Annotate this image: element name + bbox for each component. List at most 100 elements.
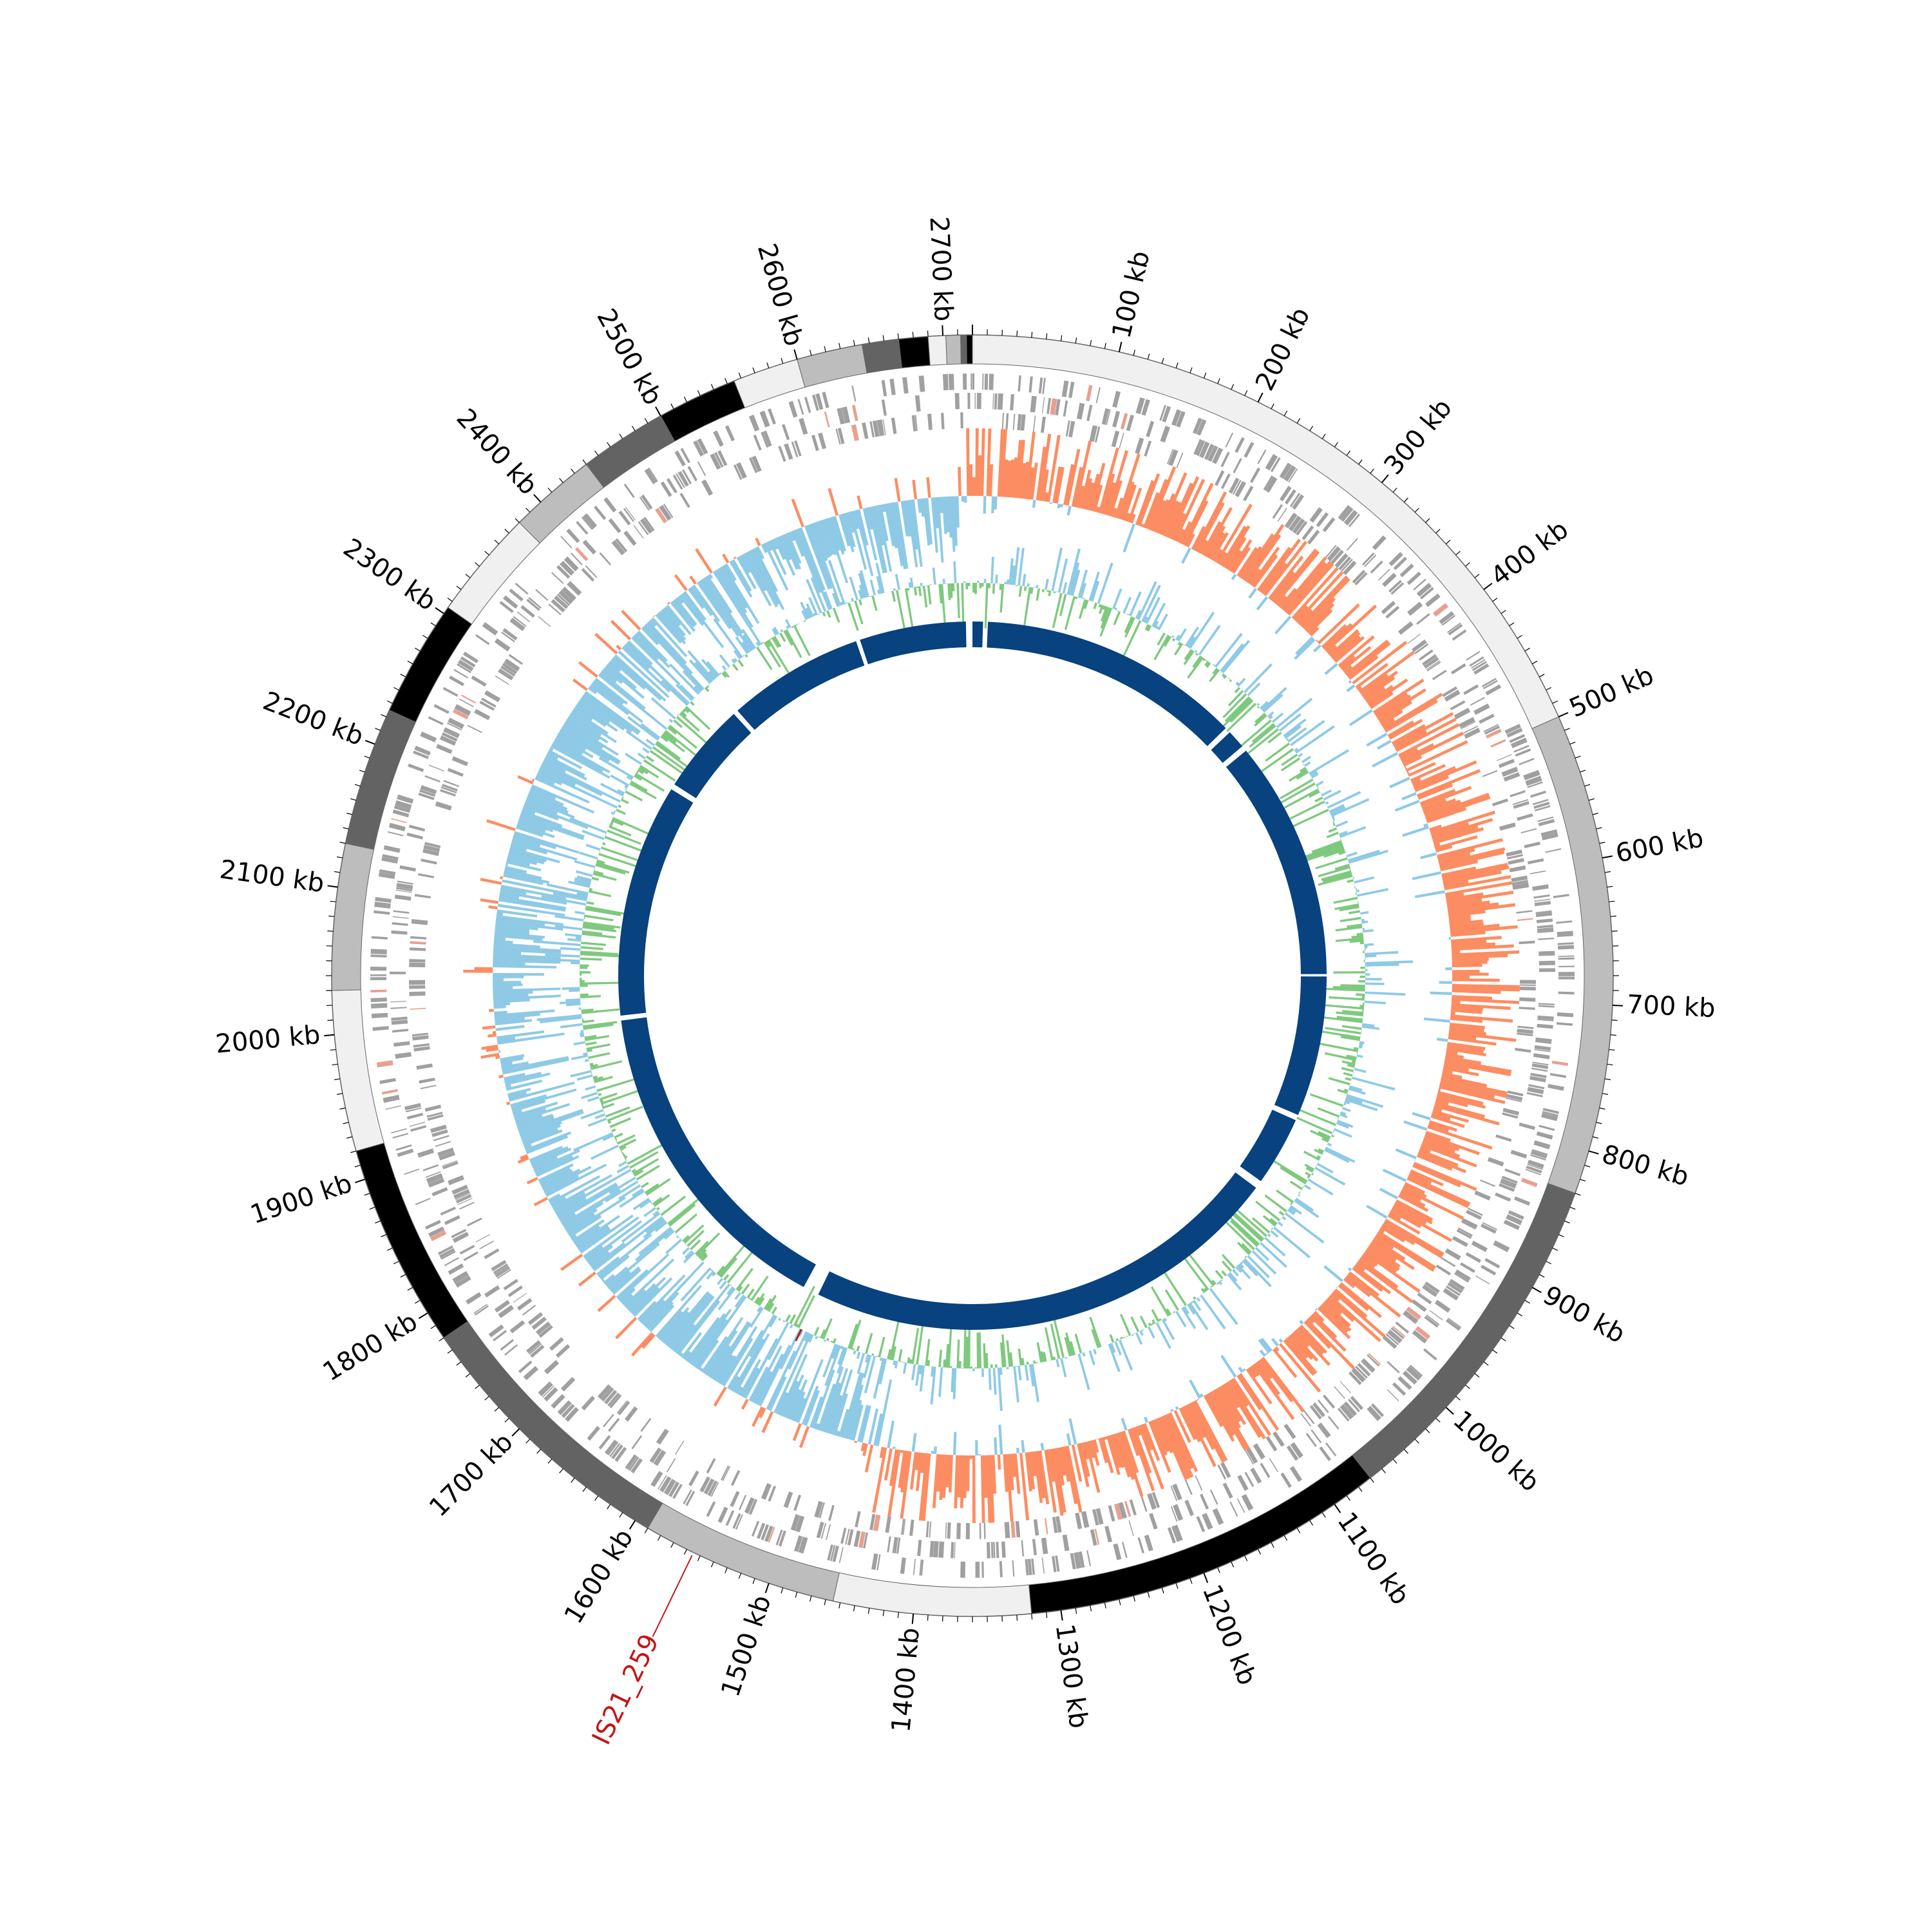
- gene-feature: [721, 1465, 729, 1481]
- gene-feature: [1487, 1157, 1504, 1167]
- gene-feature: [374, 902, 391, 909]
- major-tick: [655, 406, 661, 417]
- alignment-block: [618, 789, 694, 1016]
- gene-feature: [441, 732, 458, 742]
- gene-feature: [814, 1501, 823, 1518]
- gene-feature: [500, 665, 516, 677]
- contig-segment: [927, 335, 948, 366]
- gene-feature: [1108, 1505, 1115, 1522]
- gene-feature: [544, 1359, 560, 1375]
- minor-tick: [1296, 1528, 1301, 1533]
- gene-feature: [1160, 426, 1171, 443]
- gene-feature: [1551, 1061, 1569, 1066]
- gene-feature: [714, 451, 724, 468]
- gene-feature: [1495, 1134, 1512, 1142]
- gene-feature: [1338, 505, 1351, 520]
- major-tick: [1531, 1287, 1542, 1293]
- gene-feature: [1506, 854, 1524, 860]
- gene-feature: [535, 1321, 551, 1335]
- gene-feature: [608, 1417, 620, 1432]
- gene-feature: [409, 962, 426, 967]
- minor-tick: [346, 813, 353, 815]
- gene-feature: [1372, 535, 1387, 551]
- gene-feature: [649, 467, 658, 482]
- gene-feature: [370, 954, 387, 958]
- minor-tick: [1414, 1439, 1419, 1444]
- gene-feature: [1346, 538, 1358, 551]
- minor-tick: [1575, 1193, 1581, 1196]
- gene-feature: [989, 374, 994, 390]
- minor-tick: [810, 350, 812, 356]
- gene-feature: [790, 1514, 800, 1531]
- gene-feature: [1537, 927, 1554, 933]
- gene-feature: [981, 1561, 984, 1578]
- gene-feature: [983, 1522, 986, 1539]
- gene-feature: [679, 493, 690, 508]
- gene-feature: [1452, 1236, 1468, 1247]
- gene-feature: [633, 525, 644, 539]
- gene-feature: [1265, 1435, 1278, 1452]
- minor-tick: [1552, 1247, 1558, 1251]
- gene-feature: [411, 919, 428, 925]
- gene-feature: [551, 572, 564, 584]
- gene-feature: [929, 1521, 932, 1538]
- gene-feature: [1403, 1310, 1419, 1324]
- major-tick: [793, 349, 798, 360]
- gene-feature: [604, 1439, 619, 1456]
- gene-feature: [623, 483, 635, 498]
- gene-feature: [1530, 870, 1546, 875]
- gene-feature: [395, 1052, 412, 1059]
- tick-label: 2200 kb: [259, 686, 368, 752]
- gene-feature: [1444, 1248, 1461, 1260]
- gene-feature: [1270, 457, 1281, 473]
- gene-feature: [1521, 1177, 1538, 1188]
- minor-tick: [810, 1595, 812, 1602]
- gene-feature: [370, 967, 387, 971]
- gene-feature: [440, 789, 456, 797]
- minor-tick: [465, 1373, 471, 1378]
- gene-feature: [581, 1396, 595, 1411]
- gene-feature: [494, 1265, 509, 1276]
- minor-tick: [683, 1549, 688, 1555]
- gene-feature: [1535, 1037, 1552, 1045]
- minor-tick: [359, 770, 365, 773]
- alignment-block: [621, 1017, 816, 1287]
- gene-feature: [1370, 560, 1383, 574]
- gene-feature: [1244, 1472, 1255, 1487]
- gene-feature: [428, 1178, 445, 1188]
- contig-segment: [331, 843, 375, 991]
- gene-feature: [1525, 1168, 1541, 1175]
- gene-feature: [650, 1471, 663, 1488]
- gene-feature: [1475, 1275, 1490, 1285]
- minor-tick: [1609, 900, 1615, 902]
- gene-feature: [1454, 1273, 1469, 1283]
- gene-feature: [818, 432, 827, 450]
- minor-tick: [1584, 1164, 1591, 1168]
- gene-feature: [828, 1504, 835, 1521]
- gene-feature: [1061, 380, 1069, 397]
- gene-feature: [791, 441, 799, 458]
- gene-feature: [1399, 564, 1414, 578]
- gene-feature: [1481, 1224, 1497, 1234]
- gene-feature: [1558, 991, 1575, 995]
- gene-feature: [1413, 578, 1426, 591]
- gene-feature: [1500, 1178, 1517, 1189]
- gene-feature: [409, 947, 426, 951]
- gene-feature: [1040, 416, 1046, 433]
- minor-tick: [415, 647, 421, 652]
- mobile-element-leader: [652, 1555, 693, 1637]
- gene-feature: [1225, 432, 1234, 448]
- gene-feature: [962, 374, 967, 390]
- gene-feature: [1496, 754, 1512, 761]
- gene-feature: [1545, 848, 1562, 853]
- gene-feature: [707, 1480, 718, 1497]
- gene-feature: [1536, 918, 1553, 923]
- gene-feature: [631, 1435, 643, 1450]
- gene-feature: [1020, 414, 1026, 431]
- gene-feature: [484, 1285, 500, 1298]
- minor-tick: [536, 1448, 542, 1454]
- gene-feature: [603, 1414, 614, 1428]
- gene-feature: [1334, 1386, 1345, 1399]
- gene-feature: [1540, 829, 1558, 837]
